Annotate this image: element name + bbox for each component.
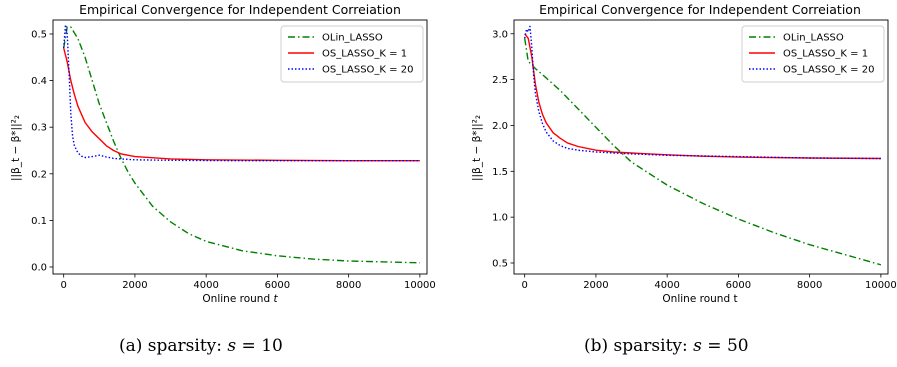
caption-a: (a) sparsity: s = 10 bbox=[119, 336, 283, 356]
x-tick-label: 2000 bbox=[122, 280, 147, 291]
chart-panel-b: Empirical Convergence for Independent Co… bbox=[471, 2, 897, 305]
legend: OLin_LASSO OS_LASSO_K = 1 OS_LASSO_K = 20 bbox=[741, 25, 885, 83]
x-tick-label: 8000 bbox=[336, 280, 361, 291]
series-line-os-lasso-k-20 bbox=[524, 25, 881, 160]
legend-box bbox=[741, 25, 885, 83]
legend-label: OLin_LASSO bbox=[322, 33, 383, 44]
plot-area: 0 2000 4000 6000 8000 10000 0.5 1.0 1.5 2.0 2.5 3.0 bbox=[492, 19, 897, 291]
y-tick-label: 0.2 bbox=[31, 169, 47, 180]
y-tick-label: 3.0 bbox=[492, 29, 508, 40]
x-axis-label: Online round t bbox=[202, 293, 278, 305]
caption-b: (b) sparsity: s = 50 bbox=[584, 336, 749, 356]
y-axis-label: ||β_t − β*||²₂ bbox=[471, 115, 483, 181]
x-tick-label: 0 bbox=[521, 280, 527, 291]
legend-label: OS_LASSO_K = 1 bbox=[322, 49, 407, 60]
y-tick-label: 0.3 bbox=[31, 123, 47, 134]
legend-label: OS_LASSO_K = 1 bbox=[783, 49, 868, 60]
x-tick-label: 0 bbox=[60, 280, 66, 291]
plot-frame bbox=[52, 19, 428, 275]
y-tick-label: 1.5 bbox=[492, 167, 508, 178]
legend-label: OS_LASSO_K = 20 bbox=[322, 65, 413, 76]
legend: OLin_LASSO OS_LASSO_K = 1 OS_LASSO_K = 20 bbox=[280, 25, 424, 83]
legend-box bbox=[280, 25, 424, 83]
x-tick-label: 10000 bbox=[404, 280, 436, 291]
x-tick-label: 6000 bbox=[265, 280, 290, 291]
y-tick-label: 0.5 bbox=[31, 29, 47, 40]
y-tick-label: 2.5 bbox=[492, 75, 508, 86]
chart-panel-a: Empirical Convergence for Independent Co… bbox=[10, 2, 436, 305]
plot-area: 0 2000 4000 6000 8000 10000 0.0 0.1 0.2 0.3 0.4 0.5 bbox=[31, 19, 436, 291]
legend-label: OS_LASSO_K = 20 bbox=[783, 65, 874, 76]
y-tick-label: 0.4 bbox=[31, 76, 47, 87]
x-tick-label: 4000 bbox=[193, 280, 218, 291]
x-axis-label: Online round t bbox=[662, 293, 737, 305]
x-tick-label: 10000 bbox=[865, 280, 897, 291]
plot-frame bbox=[513, 19, 889, 275]
series-line-olin-lasso bbox=[524, 38, 882, 266]
y-tick-label: 2.0 bbox=[492, 121, 508, 132]
y-tick-label: 0.5 bbox=[492, 258, 508, 269]
y-tick-label: 0.0 bbox=[31, 263, 47, 274]
series-line-os-lasso-k-20 bbox=[63, 24, 420, 162]
y-axis-label: ||β_t − β*||²₂ bbox=[10, 115, 22, 181]
x-tick-label: 4000 bbox=[654, 280, 679, 291]
x-tick-label: 8000 bbox=[797, 280, 822, 291]
legend-label: OLin_LASSO bbox=[783, 33, 844, 44]
chart-title: Empirical Convergence for Independent Co… bbox=[539, 2, 861, 17]
y-tick-label: 1.0 bbox=[492, 213, 508, 224]
chart-title: Empirical Convergence for Independent Co… bbox=[79, 2, 401, 17]
series-line-olin-lasso bbox=[63, 26, 420, 264]
series-line-os-lasso-k-1 bbox=[63, 47, 420, 162]
x-tick-label: 6000 bbox=[726, 280, 751, 291]
series-line-os-lasso-k-1 bbox=[524, 33, 881, 160]
y-tick-label: 0.1 bbox=[31, 216, 47, 227]
x-tick-label: 2000 bbox=[583, 280, 608, 291]
